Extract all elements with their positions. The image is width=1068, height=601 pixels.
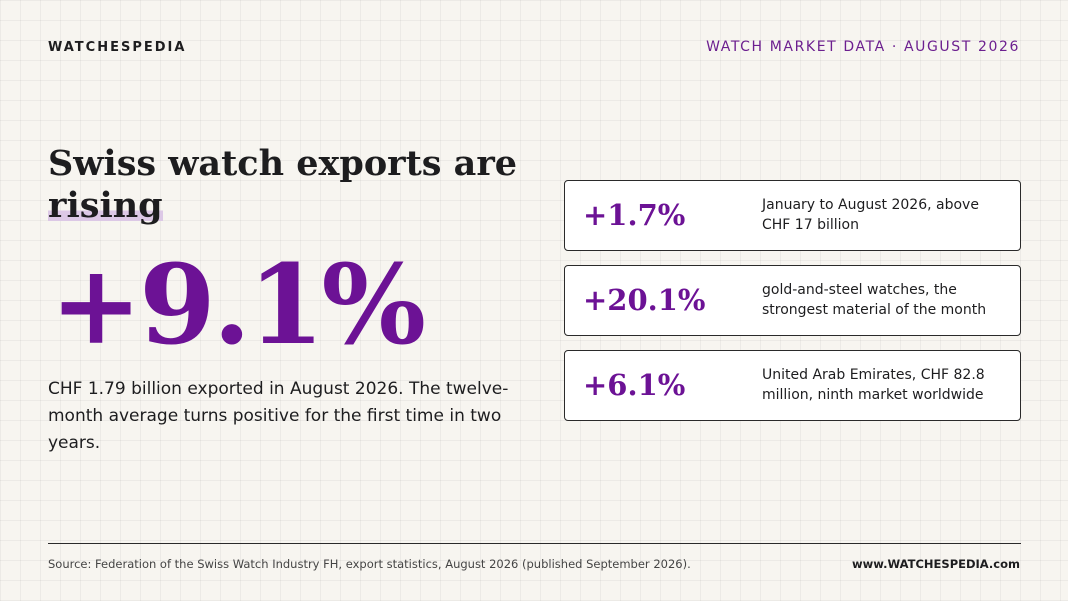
stat-card-description: January to August 2026, above CHF 17 bil… [762, 197, 979, 233]
header-tagline: WATCH MARKET DATA · AUGUST 2026 [706, 39, 1020, 55]
stat-card: +1.7% January to August 2026, above CHF … [564, 180, 1021, 251]
headline-lead: Swiss watch exports are [48, 143, 518, 184]
headline-highlight: rising [48, 185, 163, 226]
stat-cards: +1.7% January to August 2026, above CHF … [564, 180, 1021, 435]
footer-divider [48, 543, 1021, 544]
stat-card: +20.1% gold-and-steel watches, the stron… [564, 265, 1021, 336]
big-figure: +9.1% [50, 240, 426, 369]
stat-card-value: +1.7% [583, 198, 686, 232]
website-link[interactable]: www.WATCHESPEDIA.com [851, 557, 1020, 571]
stat-card-description: United Arab Emirates, CHF 82.8 million, … [762, 367, 985, 403]
headline: Swiss watch exports are rising [48, 143, 548, 227]
summary-text: CHF 1.79 billion exported in August 2026… [48, 379, 509, 453]
stat-card-description: gold-and-steel watches, the strongest ma… [762, 282, 987, 318]
stat-card: +6.1% United Arab Emirates, CHF 82.8 mil… [564, 350, 1021, 421]
brand-logo-text: WATCHESPEDIA [48, 40, 187, 55]
stat-card-value: +20.1% [583, 283, 706, 317]
stat-card-value: +6.1% [583, 368, 686, 402]
source-note: Source: Federation of the Swiss Watch In… [48, 557, 691, 571]
